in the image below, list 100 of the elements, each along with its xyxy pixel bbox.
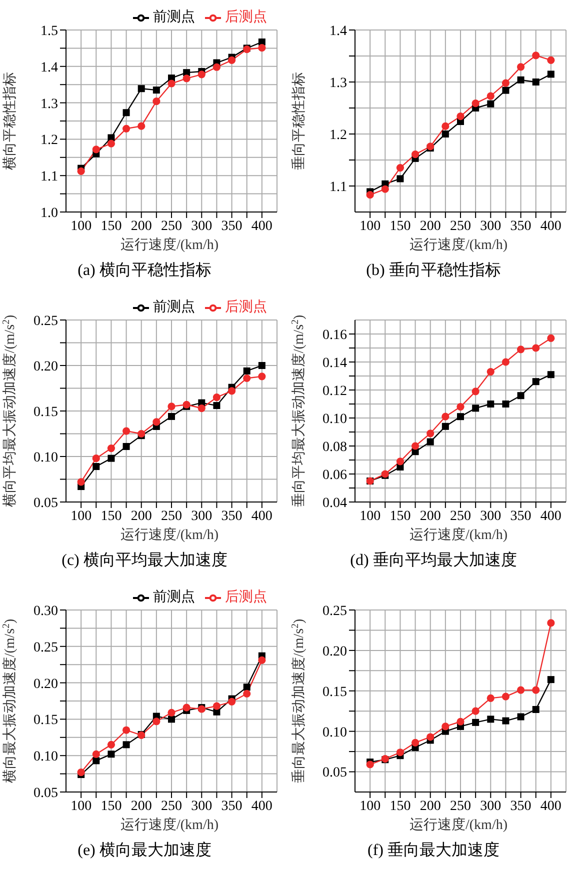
point	[228, 387, 236, 395]
legend-label: 后测点	[225, 300, 267, 315]
x-tick-label: 400	[251, 508, 272, 524]
point	[107, 140, 116, 148]
point	[107, 740, 116, 748]
y-tick-label: 0.12	[322, 384, 347, 399]
x-tick-label: 300	[480, 218, 502, 234]
point	[547, 56, 555, 64]
point	[138, 430, 146, 438]
point	[122, 427, 130, 435]
y-axis-title: 横向平稳性指标	[2, 72, 18, 170]
text: (c) 横向平均最大加速度	[60, 550, 228, 571]
text: (f) 垂向最大加速度	[366, 840, 500, 861]
y-tick-label: 0.15	[322, 684, 347, 700]
y-tick-label: 0.10	[322, 725, 347, 740]
point	[396, 458, 404, 466]
point	[442, 412, 450, 420]
point	[426, 430, 434, 438]
y-tick-label: 1.2	[40, 133, 58, 148]
x-tick-label: 250	[450, 508, 471, 524]
point	[228, 56, 236, 64]
y-tick-label: 0.04	[322, 496, 347, 511]
y-tick-label: 0.05	[322, 766, 347, 781]
legend-label: 后测点	[225, 10, 267, 25]
legend-label: 后测点	[225, 590, 267, 605]
y-tick-label: 1.3	[40, 96, 58, 112]
x-tick-label: 350	[221, 218, 242, 234]
point	[168, 716, 175, 723]
y-tick-label: 0.10	[34, 450, 58, 466]
point	[243, 690, 251, 698]
point	[168, 412, 175, 420]
x-tick-label: 250	[450, 218, 471, 234]
point	[517, 392, 524, 400]
x-tick-label: 200	[130, 798, 152, 814]
point	[212, 394, 221, 402]
point	[213, 402, 220, 410]
point	[442, 722, 450, 730]
x-axis-title: 运行速度/(km/h)	[408, 236, 508, 254]
x-tick-label: 100	[70, 218, 92, 234]
y-tick-label: 0.05	[34, 496, 58, 511]
point	[502, 79, 510, 87]
point	[258, 372, 266, 380]
point	[152, 718, 160, 726]
point	[198, 404, 206, 412]
x-tick-label: 200	[420, 798, 441, 814]
point	[517, 76, 524, 84]
y-tick-label: 0.25	[34, 640, 58, 656]
point	[547, 619, 555, 627]
point	[472, 100, 480, 108]
text: (d) 垂向平均最大加速度	[349, 550, 518, 571]
y-tick-label: 1.1	[40, 170, 58, 185]
y-tick-label: 0.20	[34, 359, 58, 374]
point	[502, 86, 510, 94]
y-tick-label: 0.15	[34, 713, 58, 728]
point	[108, 134, 115, 142]
point	[108, 454, 115, 462]
text: (e) 横向最大加速度	[76, 840, 212, 861]
point	[138, 122, 146, 130]
point	[547, 676, 554, 684]
x-tick-label: 400	[251, 798, 272, 814]
point	[487, 716, 494, 723]
point	[258, 44, 266, 52]
x-tick-label: 100	[360, 508, 381, 524]
y-tick-label: 0.06	[322, 468, 347, 483]
point	[243, 367, 250, 374]
x-tick-label: 400	[540, 798, 562, 814]
y-tick-label: 0.14	[322, 356, 347, 371]
point	[182, 74, 190, 82]
y-tick-label: 0.20	[322, 644, 347, 660]
x-axis-title: 运行速度/(km/h)	[120, 236, 220, 254]
legend-label: 前测点	[153, 300, 195, 315]
point	[487, 100, 494, 108]
y-tick-label: 1.4	[40, 60, 58, 76]
x-tick-label: 200	[130, 508, 152, 524]
y-tick-label: 0.10	[322, 412, 347, 427]
point	[77, 167, 85, 176]
point	[547, 371, 554, 378]
x-tick-label: 200	[420, 218, 441, 234]
point	[516, 686, 525, 694]
point	[366, 191, 374, 199]
x-tick-label: 350	[510, 798, 532, 814]
point	[532, 686, 540, 694]
point	[92, 454, 100, 462]
x-tick-label: 200	[420, 508, 441, 524]
x-tick-label: 300	[480, 798, 502, 814]
point	[243, 374, 251, 382]
point	[516, 346, 525, 354]
point	[92, 757, 100, 764]
point	[122, 741, 130, 748]
point	[486, 368, 494, 376]
x-tick-label: 400	[251, 218, 272, 234]
point	[472, 388, 480, 396]
x-tick-label: 250	[161, 508, 182, 524]
point	[92, 750, 100, 758]
point	[411, 442, 420, 450]
point	[168, 80, 176, 88]
point	[502, 358, 510, 366]
point	[442, 422, 449, 430]
point	[472, 404, 480, 412]
point	[122, 442, 130, 450]
